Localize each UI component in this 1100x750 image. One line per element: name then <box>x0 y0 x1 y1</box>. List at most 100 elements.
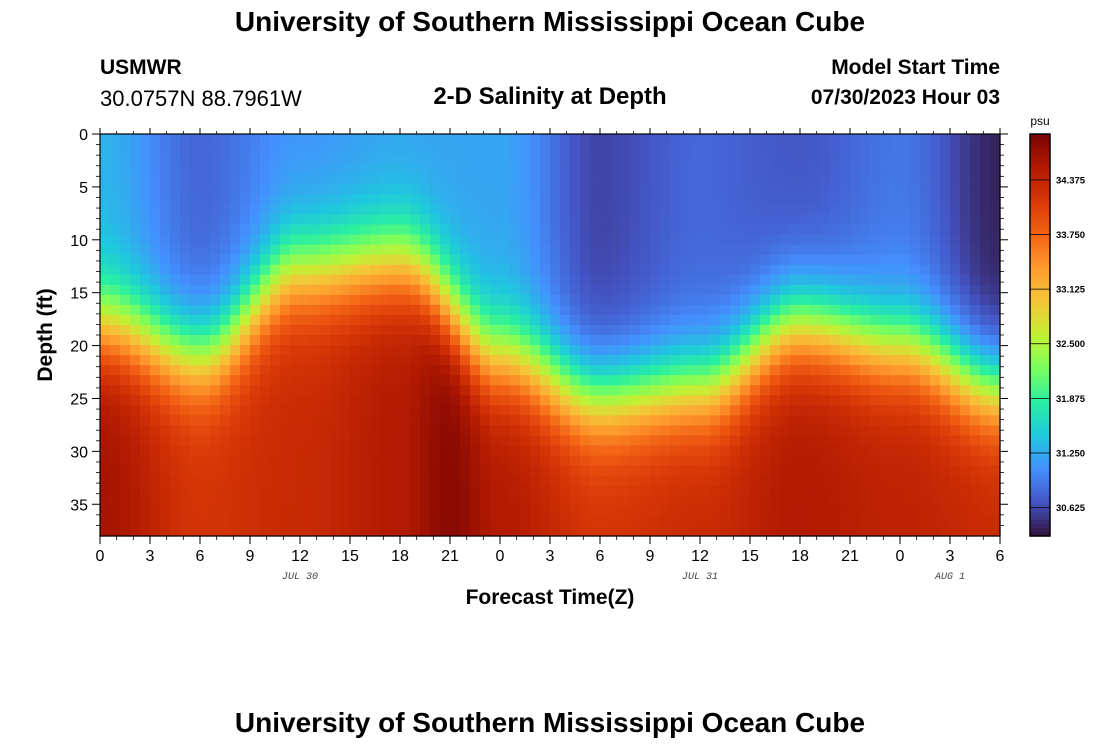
heatmap-cell <box>450 144 461 155</box>
heatmap-cell <box>940 435 951 447</box>
colorbar-tick-label: 31.875 <box>1056 394 1086 405</box>
heatmap-cell <box>980 264 991 276</box>
heatmap-cell <box>820 184 831 195</box>
heatmap-cell <box>520 505 531 517</box>
heatmap-cell <box>820 294 831 306</box>
heatmap-cell <box>600 154 611 165</box>
heatmap-cell <box>420 405 431 416</box>
heatmap-cell <box>760 264 771 276</box>
heatmap-cell <box>510 274 521 286</box>
heatmap-cell <box>530 134 541 145</box>
heatmap-cell <box>490 184 501 195</box>
heatmap-cell <box>510 385 521 396</box>
heatmap-cell <box>710 224 721 236</box>
x-tick-label: 3 <box>546 548 555 565</box>
heatmap-cell <box>270 134 281 145</box>
heatmap-cell <box>440 204 451 215</box>
colorbar-segment <box>1030 262 1050 268</box>
heatmap-cell <box>380 204 391 215</box>
heatmap-cell <box>230 294 241 306</box>
heatmap-cell <box>560 284 571 296</box>
heatmap-cell <box>820 415 831 427</box>
heatmap-cell <box>540 224 551 236</box>
heatmap-cell <box>310 164 321 175</box>
heatmap-cell <box>120 435 131 447</box>
heatmap-cell <box>710 485 721 497</box>
heatmap-cell <box>520 475 531 487</box>
heatmap-cell <box>590 134 601 145</box>
heatmap-cell <box>240 164 251 175</box>
heatmap-cell <box>450 264 461 276</box>
heatmap-cell <box>950 355 961 366</box>
heatmap-cell <box>240 304 251 316</box>
heatmap-cell <box>870 204 881 215</box>
heatmap-cell <box>310 264 321 276</box>
heatmap-cell <box>820 134 831 145</box>
heatmap-cell <box>370 505 381 517</box>
heatmap-cell <box>880 475 891 487</box>
heatmap-cell <box>530 405 541 416</box>
heatmap-cell <box>650 284 661 296</box>
heatmap-cell <box>520 425 531 437</box>
heatmap-cell <box>770 204 781 215</box>
heatmap-cell <box>490 224 501 236</box>
heatmap-cell <box>640 324 651 336</box>
heatmap-cell <box>740 525 751 537</box>
heatmap-cell <box>360 264 371 276</box>
heatmap-cell <box>870 284 881 296</box>
heatmap-cell <box>270 405 281 416</box>
heatmap-cell <box>750 254 761 266</box>
heatmap-cell <box>540 455 551 467</box>
heatmap-cell <box>550 495 561 507</box>
heatmap-cell <box>940 345 951 356</box>
colorbar-segment <box>1030 270 1050 276</box>
heatmap-cell <box>530 234 541 246</box>
heatmap-cell <box>230 274 241 286</box>
heatmap-cell <box>470 435 481 447</box>
heatmap-cell <box>940 184 951 195</box>
heatmap-cell <box>650 314 661 326</box>
colorbar-segment <box>1030 347 1050 352</box>
heatmap-cell <box>120 144 131 155</box>
heatmap-cell <box>650 405 661 416</box>
heatmap-cell <box>410 274 421 286</box>
heatmap-cell <box>840 455 851 467</box>
heatmap-cell <box>350 355 361 366</box>
heatmap-cell <box>740 314 751 326</box>
heatmap-cell <box>540 465 551 477</box>
heatmap-cell <box>200 144 211 155</box>
heatmap-cell <box>610 505 621 517</box>
heatmap-cell <box>350 184 361 195</box>
heatmap-cell <box>460 224 471 236</box>
heatmap-cell <box>110 495 121 507</box>
heatmap-cell <box>640 294 651 306</box>
heatmap-cell <box>390 475 401 487</box>
heatmap-cell <box>780 194 791 205</box>
heatmap-cell <box>210 284 221 296</box>
heatmap-cell <box>160 324 171 336</box>
heatmap-cell <box>840 525 851 537</box>
heatmap-cell <box>510 214 521 226</box>
heatmap-cell <box>560 495 571 507</box>
heatmap-cell <box>710 375 721 386</box>
heatmap-cell <box>120 164 131 175</box>
heatmap-cell <box>630 415 641 427</box>
heatmap-cell <box>810 505 821 517</box>
heatmap-cell <box>350 335 361 346</box>
heatmap-cell <box>600 375 611 386</box>
heatmap-cell <box>230 435 241 447</box>
heatmap-cell <box>180 264 191 276</box>
heatmap-cell <box>890 254 901 266</box>
heatmap-cell <box>810 324 821 336</box>
heatmap-cell <box>690 184 701 195</box>
colorbar-segment <box>1030 487 1050 493</box>
heatmap-cell <box>540 264 551 276</box>
heatmap-cell <box>550 214 561 226</box>
heatmap-cell <box>600 485 611 497</box>
heatmap-cell <box>950 264 961 276</box>
heatmap-cell <box>790 264 801 276</box>
heatmap-cell <box>370 284 381 296</box>
heatmap-cell <box>480 244 491 256</box>
